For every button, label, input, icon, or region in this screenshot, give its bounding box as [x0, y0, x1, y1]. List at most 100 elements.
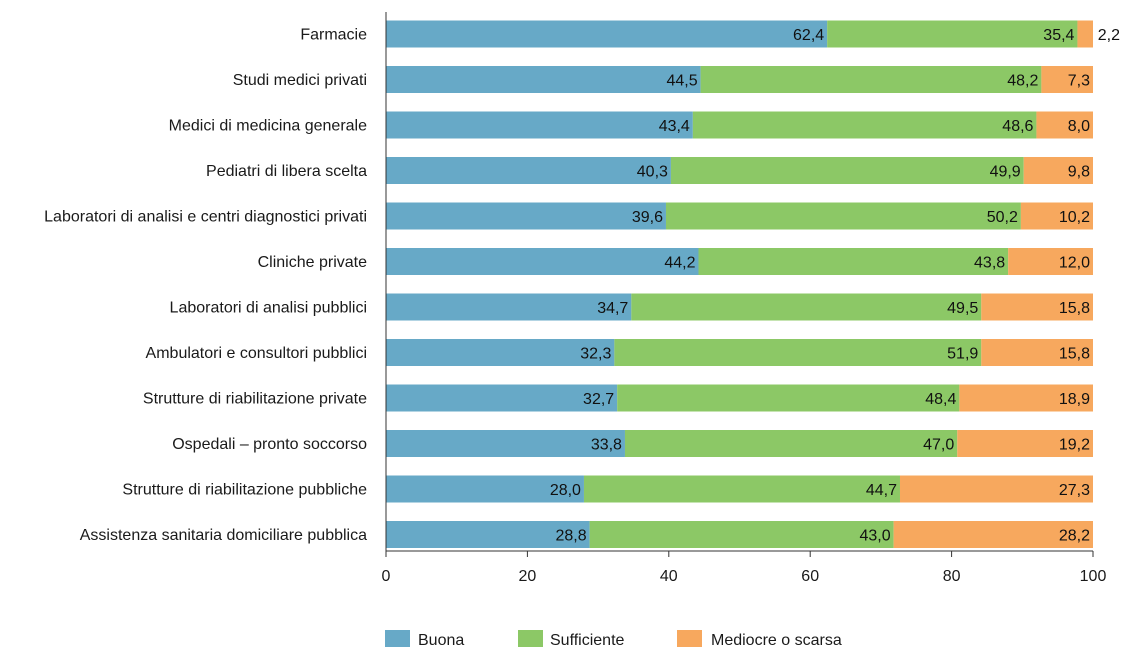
bar-buona — [386, 384, 618, 412]
x-tick-label: 80 — [943, 568, 961, 585]
bar-sufficiente — [617, 384, 960, 412]
bar-sufficiente — [624, 430, 958, 457]
bar-sufficiente — [670, 157, 1024, 184]
category-label: Laboratori di analisi e centri diagnosti… — [44, 209, 367, 226]
category-label: Assistenza sanitaria domiciliare pubblic… — [80, 527, 367, 544]
value-label-sufficiente: 50,2 — [987, 209, 1018, 226]
bar-mediocre-o-scarsa — [1077, 20, 1093, 48]
category-label: Medici di medicina generale — [169, 118, 367, 135]
value-label-sufficiente: 51,9 — [947, 346, 978, 363]
legend-label-sufficiente: Sufficiente — [550, 632, 625, 649]
bar-mediocre-o-scarsa — [1023, 157, 1093, 184]
bar-mediocre-o-scarsa — [1041, 66, 1093, 93]
bar-sufficiente — [692, 111, 1037, 139]
value-label-sufficiente: 48,4 — [925, 391, 956, 408]
category-labels: Farmacie Studi medici privati Medici di me… — [44, 27, 367, 545]
value-label-mediocre-o-scarsa: 8,0 — [1068, 118, 1090, 135]
x-tick-label: 0 — [382, 568, 391, 585]
category-label: Laboratori di analisi pubblici — [170, 300, 367, 317]
value-label-buona: 39,6 — [632, 209, 663, 226]
value-label-buona: 62,4 — [793, 27, 824, 44]
bar-mediocre-o-scarsa — [893, 521, 1093, 548]
value-label-buona: 33,8 — [591, 437, 622, 454]
bars-group — [386, 20, 1093, 548]
value-label-buona: 34,7 — [597, 300, 628, 317]
value-label-sufficiente: 43,8 — [974, 255, 1005, 272]
value-label-buona: 43,4 — [659, 118, 690, 135]
value-label-buona: 32,7 — [583, 391, 614, 408]
bar-sufficiente — [583, 475, 900, 503]
bar-buona — [386, 66, 701, 93]
value-label-sufficiente: 43,0 — [859, 528, 890, 545]
legend-swatch-mediocre-o-scarsa — [677, 630, 702, 647]
bar-sufficiente — [614, 339, 982, 366]
value-label-sufficiente: 48,2 — [1007, 73, 1038, 90]
value-labels: 62,4 35,4 2,2 44,5 48,2 7,3 43,4 48,6 8,0 40,3 49,… — [550, 27, 1120, 545]
legend-label-buona: Buona — [418, 632, 464, 649]
category-label: Studi medici privati — [233, 72, 367, 89]
bar-sufficiente — [665, 202, 1021, 230]
value-label-buona: 40,3 — [637, 164, 668, 181]
bar-buona — [386, 20, 828, 48]
bar-buona — [386, 111, 693, 139]
bar-mediocre-o-scarsa — [1020, 202, 1093, 230]
bar-buona — [386, 248, 699, 275]
category-label: Pediatri di libera scelta — [206, 163, 367, 180]
value-label-mediocre-o-scarsa: 28,2 — [1059, 528, 1090, 545]
bar-buona — [386, 475, 584, 503]
bar-sufficiente — [631, 293, 982, 321]
value-label-mediocre-o-scarsa: 9,8 — [1068, 164, 1090, 181]
value-label-mediocre-o-scarsa: 19,2 — [1059, 437, 1090, 454]
bar-buona — [386, 521, 590, 548]
value-label-buona: 32,3 — [580, 346, 611, 363]
value-label-sufficiente: 49,5 — [947, 300, 978, 317]
value-label-sufficiente: 49,9 — [990, 164, 1021, 181]
bar-sufficiente — [700, 66, 1042, 93]
x-tick-label: 40 — [660, 568, 678, 585]
value-label-mediocre-o-scarsa: 18,9 — [1059, 391, 1090, 408]
value-label-mediocre-o-scarsa: 27,3 — [1059, 482, 1090, 499]
bar-mediocre-o-scarsa — [1036, 111, 1093, 139]
category-label: Cliniche private — [258, 254, 367, 271]
bar-mediocre-o-scarsa — [959, 384, 1093, 412]
bar-mediocre-o-scarsa — [981, 339, 1093, 366]
legend: Buona Sufficiente Mediocre o scarsa — [385, 630, 842, 649]
value-label-mediocre-o-scarsa: 15,8 — [1059, 300, 1090, 317]
bar-buona — [386, 293, 632, 321]
legend-swatch-buona — [385, 630, 410, 647]
bar-mediocre-o-scarsa — [1008, 248, 1093, 275]
value-label-buona: 44,5 — [666, 73, 697, 90]
value-label-sufficiente: 47,0 — [923, 437, 954, 454]
x-tick-label: 20 — [519, 568, 537, 585]
legend-swatch-sufficiente — [518, 630, 543, 647]
category-label: Ambulatori e consultori pubblici — [146, 345, 367, 362]
value-label-mediocre-o-scarsa: 10,2 — [1059, 209, 1090, 226]
bar-buona — [386, 202, 666, 230]
bar-mediocre-o-scarsa — [957, 430, 1093, 457]
bar-buona — [386, 339, 615, 366]
value-label-buona: 28,8 — [555, 528, 586, 545]
bar-mediocre-o-scarsa — [899, 475, 1093, 503]
value-label-mediocre-o-scarsa: 15,8 — [1059, 346, 1090, 363]
value-label-mediocre-o-scarsa: 12,0 — [1059, 255, 1090, 272]
bar-buona — [386, 157, 671, 184]
bar-sufficiente — [698, 248, 1009, 275]
value-label-mediocre-o-scarsa: 2,2 — [1098, 27, 1120, 44]
bar-buona — [386, 430, 625, 457]
value-label-sufficiente: 48,6 — [1002, 118, 1033, 135]
legend-label-mediocre-o-scarsa: Mediocre o scarsa — [711, 632, 842, 649]
value-label-sufficiente: 44,7 — [866, 482, 897, 499]
bar-sufficiente — [827, 20, 1078, 48]
x-tick-label: 60 — [801, 568, 819, 585]
category-label: Farmacie — [300, 27, 367, 44]
x-tick-label: 100 — [1080, 568, 1107, 585]
bar-sufficiente — [589, 521, 894, 548]
value-label-sufficiente: 35,4 — [1043, 27, 1074, 44]
value-label-buona: 44,2 — [664, 255, 695, 272]
category-label: Ospedali – pronto soccorso — [172, 436, 367, 453]
axes: 0 20 40 60 80 100 — [382, 12, 1107, 585]
category-label: Strutture di riabilitazione private — [143, 391, 367, 408]
value-label-mediocre-o-scarsa: 7,3 — [1068, 73, 1090, 90]
bar-mediocre-o-scarsa — [981, 293, 1093, 321]
